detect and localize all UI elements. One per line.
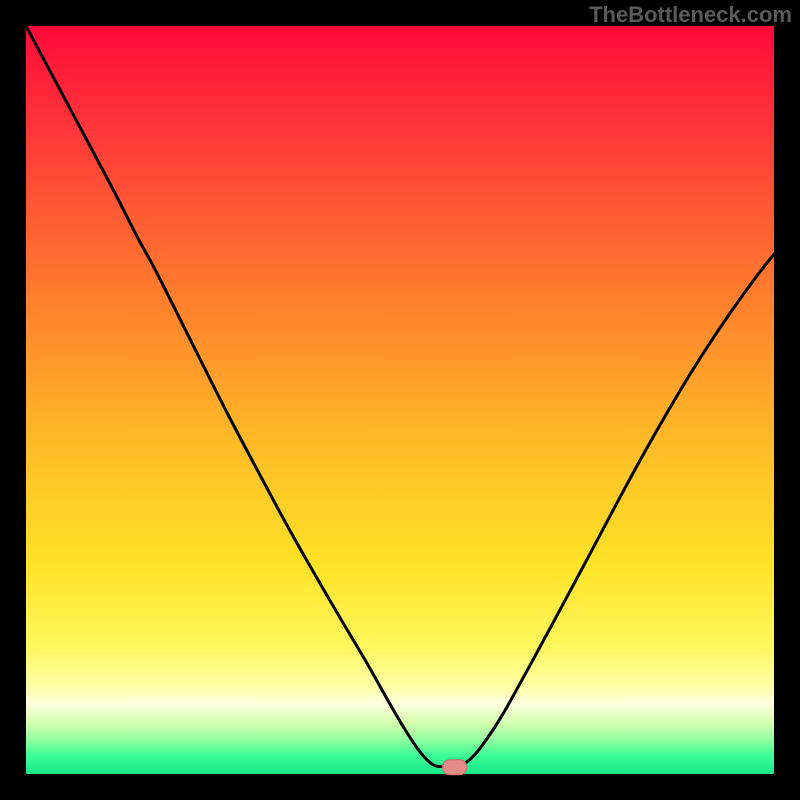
chart-gradient-area: [26, 26, 774, 774]
bottleneck-chart: [0, 0, 800, 800]
bottleneck-marker: [443, 760, 467, 775]
chart-container: TheBottleneck.com: [0, 0, 800, 800]
watermark-label: TheBottleneck.com: [589, 2, 792, 28]
